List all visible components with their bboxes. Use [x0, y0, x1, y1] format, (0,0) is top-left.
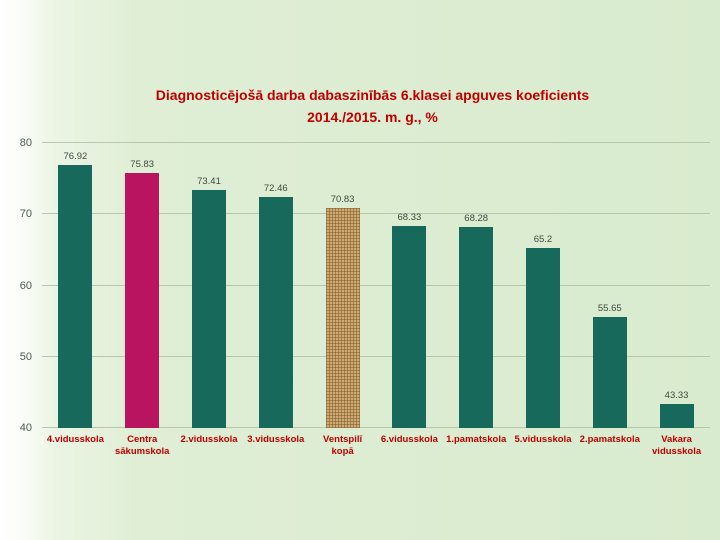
chart-title: Diagnosticējošā darba dabaszinībās 6.kla…	[45, 84, 700, 129]
bar-6.vidusskola	[392, 226, 427, 428]
x-axis-category-label: 2.pamatskola	[579, 434, 640, 445]
bar-2.pamatskola	[592, 316, 627, 428]
bar-value-label: 68.28	[464, 212, 489, 224]
bar-value-label: 55.65	[597, 302, 622, 314]
x-axis-category-label: Vakara vidusskola	[652, 434, 702, 458]
bar-chart: 76.92 75.83 73.41 72.46 70.83 68.33 68.28 65.2 5…	[42, 142, 710, 428]
chart-title-line1: Diagnosticējošā darba dabaszinībās 6.kla…	[155, 87, 590, 103]
bar-slot: 75.83	[109, 143, 176, 428]
bar-slot: 76.92	[42, 143, 109, 428]
bar-slot: 43.33	[643, 143, 710, 428]
y-axis: 80 70 60 50 40	[4, 137, 36, 434]
x-axis-category-label: 3.vidusskola	[247, 434, 305, 445]
bar-1.pamatskola	[459, 226, 494, 428]
bar-value-label: 43.33	[664, 390, 689, 402]
bar-slot: 65.2	[510, 143, 577, 428]
chart-title-line2: 2014./2015. m. g., %	[307, 109, 438, 126]
bar-slot: 73.41	[176, 143, 243, 428]
bar-slot: 68.33	[376, 143, 443, 428]
bar-value-label: 65.2	[533, 234, 553, 246]
bar-vakara-vidusskola	[659, 404, 694, 428]
x-axis-category-label: Centra sākumskola	[114, 434, 170, 458]
gridline	[42, 213, 710, 215]
bars-area: 76.92 75.83 73.41 72.46 70.83 68.33 68.28 65.2 5…	[42, 143, 710, 428]
bar-4.vidusskola	[58, 164, 93, 428]
gridline	[42, 427, 710, 428]
bar-value-label: 75.83	[130, 158, 155, 170]
x-axis-category-label: 1.pamatskola	[446, 434, 507, 445]
gridline	[42, 142, 710, 143]
x-axis-category-label: 2.vidusskola	[180, 434, 238, 445]
bar-2.vidusskola	[191, 189, 226, 428]
bar-5.vidusskola	[525, 248, 560, 428]
bar-slot: 55.65	[576, 143, 643, 428]
y-axis-tick-label: 50	[19, 350, 32, 363]
bar-centra-sākumskola	[125, 172, 160, 428]
bar-3.vidusskola	[258, 196, 293, 428]
bar-value-label: 76.92	[63, 150, 88, 162]
bar-ventspilī-kopā	[325, 208, 360, 428]
y-axis-tick-label: 60	[19, 279, 32, 292]
x-axis-category-label: 4.vidusskola	[46, 434, 104, 445]
bar-value-label: 72.46	[263, 182, 288, 194]
bar-value-label: 73.41	[197, 175, 221, 187]
bar-slot: 70.83	[309, 143, 376, 428]
bar-value-label: 70.83	[330, 194, 355, 206]
y-axis-tick-label: 40	[19, 422, 32, 434]
y-axis-tick-label: 80	[19, 137, 32, 149]
x-axis-category-label: Ventspilī kopā	[323, 434, 363, 458]
bar-slot: 68.28	[443, 143, 510, 428]
x-axis-category-label: 5.vidusskola	[514, 434, 572, 445]
x-axis-category-label: 6.vidusskola	[380, 434, 438, 445]
bar-slot: 72.46	[242, 143, 309, 428]
bar-value-label: 68.33	[397, 212, 422, 224]
gridline	[42, 284, 710, 286]
y-axis-tick-label: 70	[19, 208, 32, 221]
gridline	[42, 355, 710, 357]
x-axis: 4.vidusskola Centra sākumskola 2.vidusskol…	[42, 434, 710, 459]
